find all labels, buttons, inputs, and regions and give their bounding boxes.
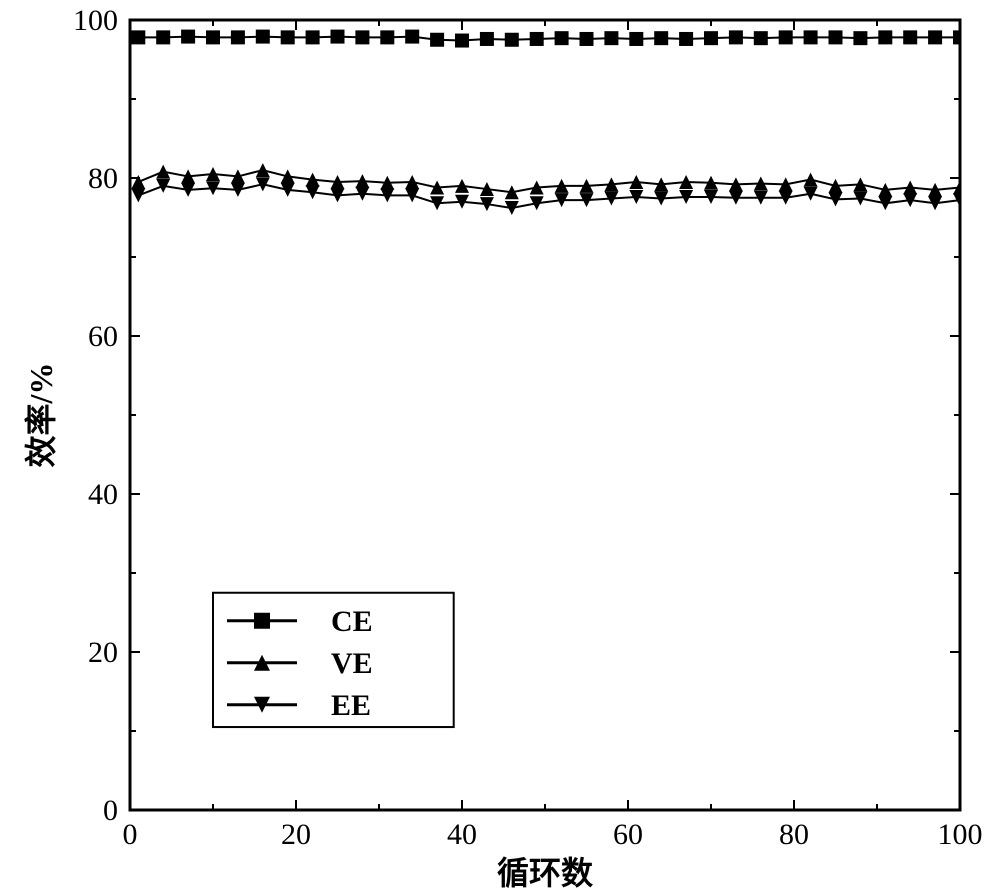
svg-text:80: 80 bbox=[88, 162, 118, 195]
svg-text:40: 40 bbox=[88, 478, 118, 511]
svg-text:80: 80 bbox=[779, 818, 809, 851]
svg-text:EE: EE bbox=[331, 689, 371, 722]
svg-text:40: 40 bbox=[447, 818, 477, 851]
svg-text:0: 0 bbox=[123, 818, 138, 851]
efficiency-chart: 0 20 40 60 80 100 循环数 0 20 40 60 80 100 效率/% CE VE EE bbox=[0, 0, 1000, 894]
svg-text:20: 20 bbox=[88, 636, 118, 669]
svg-text:CE: CE bbox=[331, 605, 373, 638]
svg-text:60: 60 bbox=[613, 818, 643, 851]
svg-text:100: 100 bbox=[938, 818, 983, 851]
svg-text:效率/%: 效率/% bbox=[23, 363, 59, 468]
chart-svg: 0 20 40 60 80 100 循环数 0 20 40 60 80 100 效率/% CE VE EE bbox=[0, 0, 1000, 894]
svg-text:100: 100 bbox=[73, 4, 118, 37]
svg-text:循环数: 循环数 bbox=[497, 855, 594, 891]
svg-text:0: 0 bbox=[103, 794, 118, 827]
svg-text:60: 60 bbox=[88, 320, 118, 353]
svg-text:VE: VE bbox=[331, 647, 373, 680]
svg-text:20: 20 bbox=[281, 818, 311, 851]
